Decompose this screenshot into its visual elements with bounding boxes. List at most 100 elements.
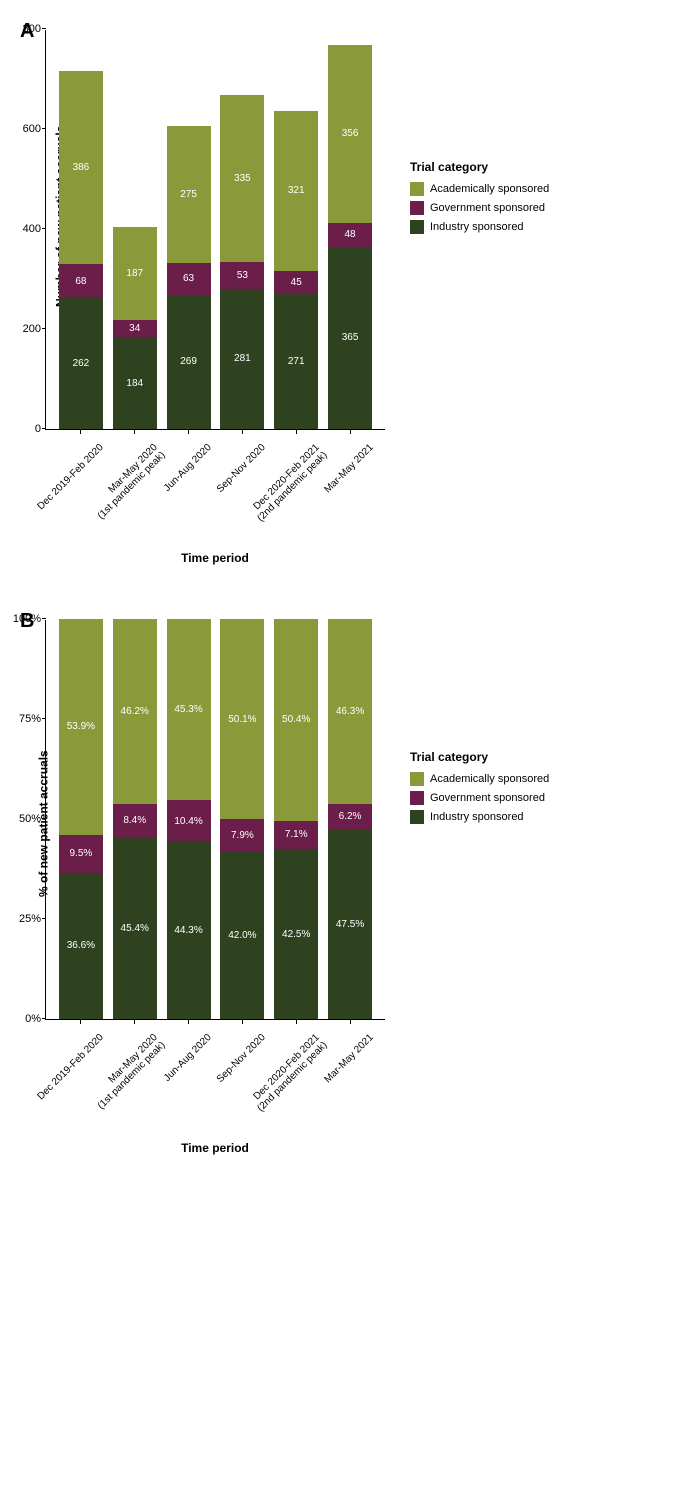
x-tick-mark [80, 430, 81, 434]
x-tick-mark [242, 430, 243, 434]
x-tick-mark [188, 430, 189, 434]
x-tick-mark [350, 1020, 351, 1024]
bar-segment-industry: 42.0% [220, 851, 264, 1019]
chart-area-b: % of new patient accruals 0%25%50%75%100… [45, 620, 385, 1160]
x-tick-mark [350, 430, 351, 434]
bar-segment-industry: 44.3% [167, 842, 211, 1019]
x-tick-label: Jun-Aug 2020 [206, 1032, 214, 1040]
bar-column: 45.4%8.4%46.2% [113, 619, 157, 1019]
x-tick-mark [80, 1020, 81, 1024]
y-tick-label: 400 [1, 223, 41, 235]
y-tick-label: 100% [1, 613, 41, 625]
x-tick: Mar-May 2020 (1st pandemic peak) [112, 430, 156, 456]
bar-segment-industry: 271 [274, 294, 318, 430]
bar-segment-government: 7.1% [274, 821, 318, 849]
bar-column: 26963275 [167, 126, 211, 430]
legend-swatch [410, 791, 424, 805]
chart-wrap-a: Number of new patient accruals 020040060… [20, 20, 662, 570]
bar-segment-academic: 187 [113, 227, 157, 321]
legend-item: Industry sponsored [410, 810, 549, 824]
bar-column: 18434187 [113, 227, 157, 430]
x-tick: Sep-Nov 2020 [220, 1020, 264, 1046]
bar-segment-academic: 50.1% [220, 619, 264, 819]
bar-segment-government: 6.2% [328, 804, 372, 829]
bar-segment-academic: 53.9% [59, 619, 103, 835]
bar-segment-government: 7.9% [220, 819, 264, 851]
legend-label: Industry sponsored [430, 221, 524, 233]
bar-segment-industry: 262 [59, 298, 103, 429]
x-tick-mark [134, 1020, 135, 1024]
bar-segment-government: 45 [274, 271, 318, 294]
y-tick-label: 0% [1, 1013, 41, 1025]
y-tick-label: 25% [1, 913, 41, 925]
bar-segment-industry: 47.5% [328, 829, 372, 1019]
chart-area-a: Number of new patient accruals 020040060… [45, 30, 385, 570]
legend-label: Industry sponsored [430, 811, 524, 823]
bar-segment-academic: 321 [274, 111, 318, 272]
y-tick-label: 50% [1, 813, 41, 825]
x-tick-mark [242, 1020, 243, 1024]
legend-item: Industry sponsored [410, 220, 549, 234]
legend-title-a: Trial category [410, 160, 549, 174]
bar-column: 42.5%7.1%50.4% [274, 619, 318, 1019]
y-tick-label: 75% [1, 713, 41, 725]
bar-segment-industry: 184 [113, 337, 157, 429]
bar-column: 28153335 [220, 95, 264, 430]
bar-segment-government: 68 [59, 264, 103, 298]
legend-item: Academically sponsored [410, 772, 549, 786]
x-tick: Mar-May 2021 [328, 430, 372, 456]
bar-segment-academic: 275 [167, 126, 211, 264]
bar-segment-industry: 365 [328, 247, 372, 430]
bar-segment-government: 48 [328, 223, 372, 247]
legend-a: Trial category Academically sponsored Gov… [410, 160, 549, 239]
legend-item: Academically sponsored [410, 182, 549, 196]
x-tick: Dec 2019-Feb 2020 [58, 1020, 102, 1046]
y-tick-label: 0 [1, 423, 41, 435]
chart-wrap-b: % of new patient accruals 0%25%50%75%100… [20, 610, 662, 1160]
legend-item: Government sponsored [410, 201, 549, 215]
bar-segment-industry: 42.5% [274, 849, 318, 1019]
bar-column: 36548356 [328, 45, 372, 430]
x-tick-mark [296, 430, 297, 434]
x-ticks-a: Dec 2019-Feb 2020Mar-May 2020 (1st pande… [45, 430, 385, 456]
x-tick-mark [296, 1020, 297, 1024]
legend-swatch [410, 182, 424, 196]
bar-segment-government: 9.5% [59, 835, 103, 873]
legend-label: Government sponsored [430, 792, 545, 804]
x-axis-label-b: Time period [45, 1141, 385, 1155]
x-tick: Mar-May 2020 (1st pandemic peak) [112, 1020, 156, 1046]
legend-item: Government sponsored [410, 791, 549, 805]
bar-segment-government: 10.4% [167, 800, 211, 842]
bar-column: 44.3%10.4%45.3% [167, 619, 211, 1019]
y-tick-label: 800 [1, 23, 41, 35]
y-tick-mark [42, 28, 46, 29]
plot-b: 0%25%50%75%100% 36.6%9.5%53.9%45.4%8.4%4… [45, 620, 385, 1020]
x-axis-label-a: Time period [45, 551, 385, 565]
x-tick: Mar-May 2021 [328, 1020, 372, 1046]
panel-a: A Number of new patient accruals 0200400… [20, 20, 662, 570]
legend-swatch [410, 220, 424, 234]
x-tick-label: Sep-Nov 2020 [260, 442, 268, 450]
y-axis-a: 0200400600800 [1, 30, 46, 429]
bar-segment-government: 53 [220, 262, 264, 289]
bar-segment-academic: 50.4% [274, 619, 318, 821]
bar-segment-academic: 46.2% [113, 619, 157, 804]
x-tick-label: Jun-Aug 2020 [206, 442, 214, 450]
y-axis-b: 0%25%50%75%100% [1, 620, 46, 1019]
bar-segment-industry: 281 [220, 289, 264, 430]
legend-swatch [410, 810, 424, 824]
bar-column: 27145321 [274, 111, 318, 430]
legend-swatch [410, 201, 424, 215]
bar-segment-government: 8.4% [113, 804, 157, 838]
x-tick: Sep-Nov 2020 [220, 430, 264, 456]
bar-segment-academic: 45.3% [167, 619, 211, 800]
x-tick: Dec 2020-Feb 2021 (2nd pandemic peak) [274, 430, 318, 456]
bar-segment-academic: 335 [220, 95, 264, 263]
x-tick-label: Sep-Nov 2020 [260, 1032, 268, 1040]
bar-segment-industry: 36.6% [59, 873, 103, 1019]
legend-items-b: Academically sponsored Government sponsor… [410, 772, 549, 824]
legend-label: Government sponsored [430, 202, 545, 214]
bar-column: 42.0%7.9%50.1% [220, 619, 264, 1019]
legend-swatch [410, 772, 424, 786]
x-tick-mark [188, 1020, 189, 1024]
